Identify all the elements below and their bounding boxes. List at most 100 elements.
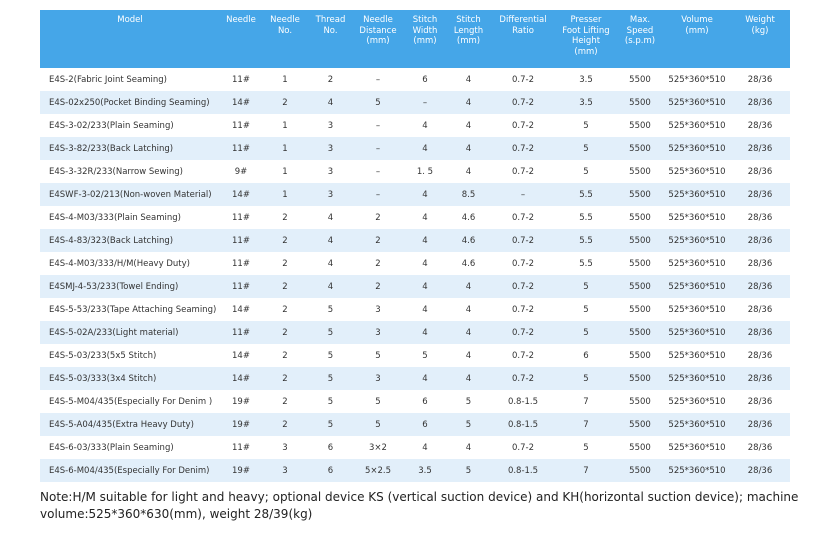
table-cell: 5500 — [629, 350, 651, 361]
table-cell: 19# — [220, 413, 262, 436]
header-cell: Stitch Width (mm) — [403, 10, 447, 68]
table-row: E4SWF-3-02/213(Non-woven Material) 14# 1 3–… — [40, 183, 790, 206]
table-cell: 3 — [353, 367, 403, 390]
table-row: E4S-5-03/333(3x4 Stitch) 14# 2 5 3 4 4 0.7-2 5 55… — [40, 367, 790, 390]
table-cell: 4.6 — [447, 229, 490, 252]
table-cell: 4 — [403, 367, 447, 390]
table-cell: 5 — [375, 396, 381, 407]
table-cell: 525*360*510 — [664, 91, 730, 114]
header-cell: Needle No. — [262, 10, 308, 68]
table-cell: 4.6 — [461, 258, 476, 269]
table-cell: 14# — [220, 91, 262, 114]
table-cell: 5 — [308, 413, 353, 436]
table-cell: 0.7-2 — [512, 350, 534, 361]
table-cell: 5 — [556, 275, 616, 298]
table-cell: 0.7-2 — [490, 275, 556, 298]
table-cell: 4 — [327, 258, 334, 269]
table-cell: 5500 — [616, 275, 664, 298]
table-cell: 525*360*510 — [668, 74, 726, 85]
table-cell: 525*360*510 — [668, 120, 726, 131]
table-cell: 2 — [353, 229, 403, 252]
table-cell: 1 — [262, 137, 308, 160]
model-cell: E4S-5-A04/435(Extra Heavy Duty) — [40, 413, 220, 436]
table-cell: 4 — [422, 304, 428, 315]
table-cell: 5 — [422, 350, 428, 361]
table-body: E4S-2(Fabric Joint Seaming) 11# 1 2–6 4 0.7-2… — [40, 68, 790, 482]
table-cell: 6 — [403, 413, 447, 436]
table-cell: 5 — [327, 350, 334, 361]
table-cell: 2 — [262, 367, 308, 390]
table-cell: 525*360*510 — [664, 459, 730, 482]
table-row: E4S-5-53/233(Tape Attaching Seaming) 14# 2… — [40, 298, 790, 321]
header-cell: Thread No. — [308, 10, 353, 68]
table-cell: 525*360*510 — [668, 166, 726, 177]
table-cell: 5 — [465, 396, 472, 407]
table-cell: 4 — [447, 137, 490, 160]
table-cell: 5500 — [616, 413, 664, 436]
header-cell: Presser Foot Lifting Height (mm) — [556, 10, 616, 68]
table-cell: 0.7-2 — [512, 120, 534, 131]
header-cell: Weight (kg) — [730, 10, 790, 68]
table-cell: 5 — [556, 137, 616, 160]
table-cell: 3 — [353, 321, 403, 344]
table-cell: 525*360*510 — [664, 137, 730, 160]
table-row: E4S-6-03/333(Plain Seaming) 11# 3 6 3×2 4 4 0.7… — [40, 436, 790, 459]
table-cell: 4 — [465, 442, 472, 453]
header-cell: Differential Ratio — [490, 10, 556, 68]
model-cell: E4S-4-M03/333(Plain Seaming) — [49, 212, 181, 223]
table-cell: 4 — [447, 367, 490, 390]
table-cell: 4 — [308, 91, 353, 114]
model-cell: E4SMJ-4-53/233(Towel Ending) — [40, 275, 220, 298]
table-cell: 5 — [375, 350, 381, 361]
table-cell: 4 — [308, 229, 353, 252]
table-cell: 5 — [353, 91, 403, 114]
table-cell: 28/36 — [730, 459, 790, 482]
table-cell: 6 — [583, 350, 589, 361]
table-cell: 0.7-2 — [512, 304, 534, 315]
table-cell: 28/36 — [730, 137, 790, 160]
table-cell: 3 — [308, 137, 353, 160]
table-cell: 2 — [375, 258, 381, 269]
table-cell: – — [375, 166, 381, 177]
table-cell: 5 — [447, 459, 490, 482]
table-cell: 525*360*510 — [668, 304, 726, 315]
table-cell: 5 — [556, 367, 616, 390]
table-cell: 9# — [234, 166, 248, 177]
table-cell: – — [375, 74, 381, 85]
table-cell: 5 — [447, 413, 490, 436]
table-cell: 4 — [465, 166, 472, 177]
table-cell: 2 — [327, 74, 334, 85]
table-cell: 2 — [375, 212, 381, 223]
header-cell: Stitch Length (mm) — [447, 10, 490, 68]
table-cell: 3 — [327, 166, 334, 177]
header-cell: Needle — [220, 10, 262, 68]
table-cell: 5500 — [629, 442, 651, 453]
model-cell: E4S-4-83/323(Back Latching) — [40, 229, 220, 252]
table-cell: 3 — [262, 459, 308, 482]
table-cell: 28/36 — [747, 74, 773, 85]
model-cell: E4S-2(Fabric Joint Seaming) — [49, 74, 167, 85]
table-cell: 4 — [403, 183, 447, 206]
table-cell: 3.5 — [579, 74, 593, 85]
table-cell: 5 — [308, 321, 353, 344]
table-cell: 2 — [282, 304, 288, 315]
table-cell: – — [403, 91, 447, 114]
table-cell: 2 — [262, 229, 308, 252]
table-cell: 525*360*510 — [664, 321, 730, 344]
table-cell: 2 — [262, 91, 308, 114]
table-cell: – — [490, 183, 556, 206]
table-cell: 1 — [282, 74, 288, 85]
spec-table-wrap: Model Needle Needle No. Thread No. Needle Di… — [40, 10, 790, 482]
table-cell: 14# — [232, 350, 250, 361]
table-cell: 525*360*510 — [668, 442, 726, 453]
table-cell: 0.7-2 — [512, 166, 534, 177]
table-cell: 28/36 — [747, 258, 773, 269]
table-cell: 5.5 — [579, 212, 593, 223]
table-cell: 525*360*510 — [668, 258, 726, 269]
table-cell: 8.5 — [447, 183, 490, 206]
model-cell: E4S-02x250(Pocket Binding Seaming) — [40, 91, 220, 114]
table-cell: 5500 — [616, 321, 664, 344]
table-cell: 5 — [556, 321, 616, 344]
table-cell: 5.5 — [556, 183, 616, 206]
table-row: E4S-5-02A/233(Light material) 11# 2 5 3 4 4 0.7… — [40, 321, 790, 344]
